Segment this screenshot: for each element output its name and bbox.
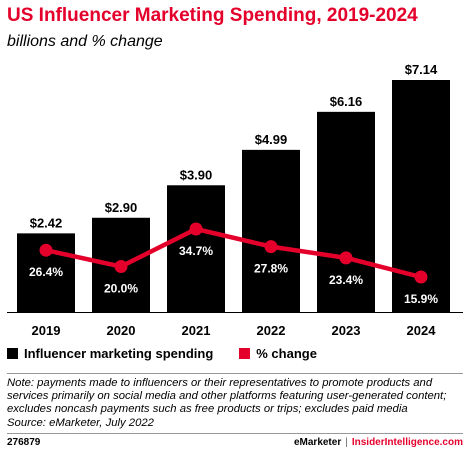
change-marker-2021	[189, 222, 203, 236]
note-divider	[7, 373, 463, 374]
chart-title: US Influencer Marketing Spending, 2019-2…	[7, 5, 418, 26]
change-value-label-2022: 27.8%	[254, 262, 288, 276]
chart-note: Note: payments made to influencers or th…	[7, 377, 447, 429]
bar-value-label-2022: $4.99	[255, 132, 288, 147]
x-tick-label-2019: 2019	[32, 323, 61, 338]
legend-swatch-spending	[7, 348, 18, 359]
change-marker-2023	[339, 251, 353, 265]
x-tick-label-2024: 2024	[407, 323, 437, 338]
x-tick-label-2020: 2020	[107, 323, 136, 338]
bar-2022	[242, 149, 300, 312]
legend-item-spending: Influencer marketing spending	[7, 346, 213, 361]
change-marker-2020	[114, 260, 128, 274]
change-line	[43, 226, 424, 280]
x-tick-label-2023: 2023	[332, 323, 361, 338]
brand-separator: |	[345, 437, 348, 448]
chart-canvas: $2.42 $2.90 $3.90 $4.99 $6.16 $7.14 2019 2020 20…	[7, 62, 463, 338]
chart-subtitle: billions and % change	[7, 33, 163, 50]
legend-item-change: % change	[239, 346, 317, 361]
x-tick-label-2022: 2022	[257, 323, 286, 338]
bar-value-label-2021: $3.90	[180, 167, 213, 182]
bar-2021	[167, 185, 225, 312]
change-value-label-2019: 26.4%	[29, 265, 63, 279]
change-value-label-2023: 23.4%	[329, 273, 363, 287]
bar-value-label-2019: $2.42	[30, 215, 63, 230]
bar-value-label-2024: $7.14	[405, 62, 438, 77]
change-value-label-2021: 34.7%	[179, 244, 213, 258]
change-value-label-2020: 20.0%	[104, 282, 138, 296]
bar-value-label-2020: $2.90	[105, 200, 138, 215]
bar-2023	[317, 111, 375, 312]
footer-brand: eMarketer | InsiderIntelligence.com	[294, 437, 463, 448]
x-tick-label-2021: 2021	[182, 323, 211, 338]
legend-label-spending: Influencer marketing spending	[24, 346, 214, 361]
bar-value-label-2023: $6.16	[330, 94, 363, 109]
legend-swatch-change	[239, 348, 251, 359]
brand-name: eMarketer	[293, 437, 342, 448]
change-value-label-2024: 15.9%	[404, 292, 438, 306]
chart-id: 276879	[7, 437, 41, 448]
brand-site: InsiderIntelligence.com	[351, 437, 463, 448]
change-marker-2024	[414, 270, 428, 284]
change-marker-2022	[264, 240, 278, 254]
legend: Influencer marketing spending % change	[7, 346, 343, 361]
footer-divider	[7, 433, 463, 434]
legend-label-change: % change	[256, 346, 317, 361]
change-marker-2019	[39, 243, 53, 257]
